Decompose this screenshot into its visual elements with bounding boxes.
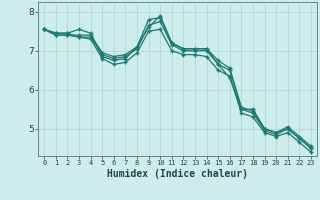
X-axis label: Humidex (Indice chaleur): Humidex (Indice chaleur) [107, 169, 248, 179]
